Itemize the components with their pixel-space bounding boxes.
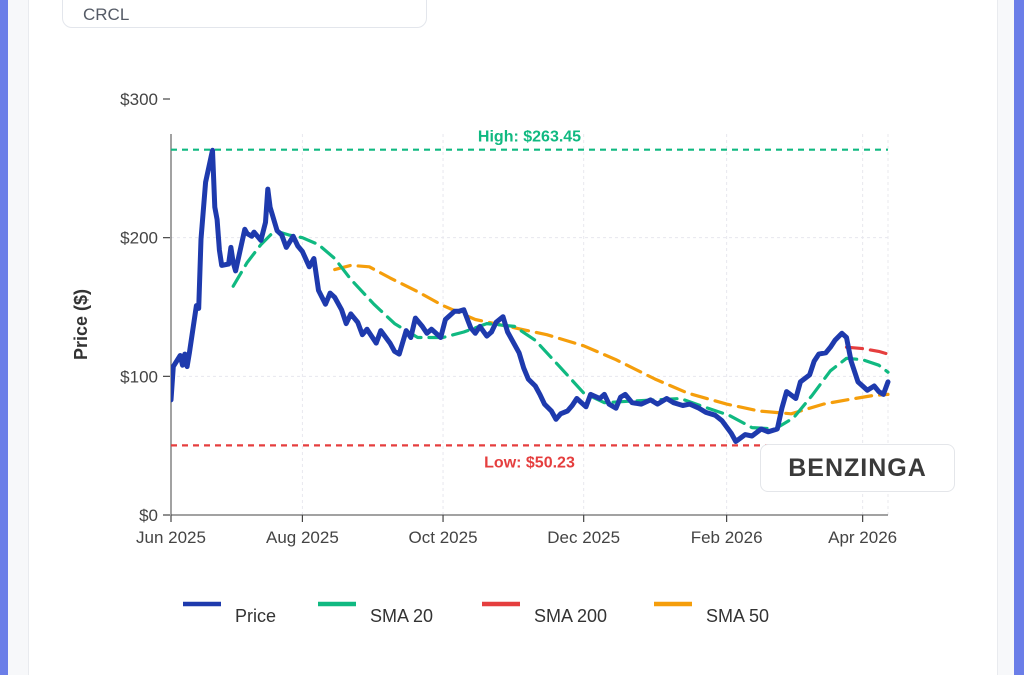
- x-tick-label: Aug 2025: [266, 528, 339, 547]
- x-tick-label: Jun 2025: [136, 528, 206, 547]
- legend-label-price: Price: [235, 606, 276, 626]
- x-tick-label: Apr 2026: [828, 528, 897, 547]
- legend-label-sma-20: SMA 20: [370, 606, 433, 626]
- ticker-label: CRCL: [83, 5, 130, 24]
- benzinga-watermark: BENZINGA: [760, 444, 955, 492]
- y-tick-label: $300: [120, 90, 158, 109]
- y-axis-title: Price ($): [71, 289, 91, 360]
- series-price-line: [171, 147, 891, 444]
- x-tick-label: Feb 2026: [691, 528, 763, 547]
- series-sma-50-line: [333, 263, 890, 416]
- ticker-selector[interactable]: CRCL: [62, 0, 427, 28]
- x-tick-label: Dec 2025: [547, 528, 620, 547]
- series-sma-20-line: [231, 229, 890, 431]
- y-tick-label: $100: [120, 367, 158, 386]
- series-group: [171, 147, 891, 444]
- x-tick-label: Oct 2025: [409, 528, 478, 547]
- y-tick-label: $0: [139, 506, 158, 525]
- legend-label-sma-200: SMA 200: [534, 606, 607, 626]
- y-tick-label: $200: [120, 229, 158, 248]
- legend-label-sma-50: SMA 50: [706, 606, 769, 626]
- low-reference-label: Low: $50.23: [484, 454, 575, 471]
- series-sma-200-line: [844, 345, 890, 356]
- high-reference-label: High: $263.45: [478, 129, 581, 146]
